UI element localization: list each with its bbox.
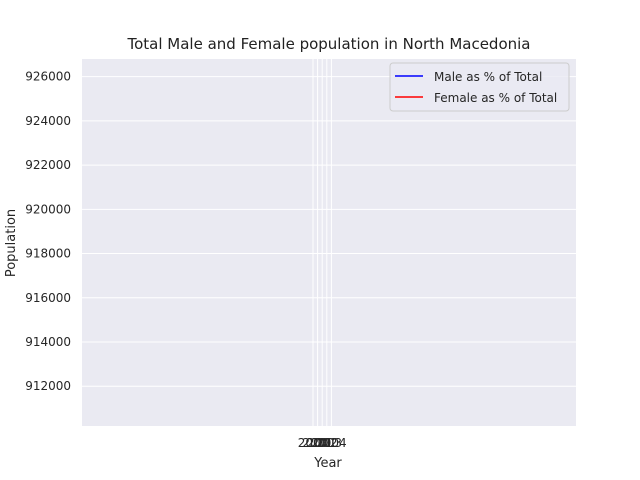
legend-label-male: Male as % of Total bbox=[434, 70, 542, 84]
y-tick-label: 920000 bbox=[25, 202, 71, 216]
x-tick-label: 2000 bbox=[298, 436, 329, 450]
y-tick-label: 918000 bbox=[25, 247, 71, 261]
x-tick-label: 2002 bbox=[307, 436, 338, 450]
y-tick-label: 914000 bbox=[25, 335, 71, 349]
y-tick-label: 922000 bbox=[25, 158, 71, 172]
x-axis-label: Year bbox=[313, 456, 342, 471]
legend-box bbox=[389, 62, 570, 112]
chart-title: Total Male and Female population in Nort… bbox=[126, 35, 530, 53]
x-tick-label: 2001 bbox=[302, 436, 333, 450]
y-tick-label: 916000 bbox=[25, 291, 71, 305]
legend: Male as % of Total Female as % of Total bbox=[389, 62, 570, 112]
y-tick-labels: 912000 914000 916000 918000 920000 922000 9240… bbox=[25, 70, 71, 394]
x-tick-label: 2003 bbox=[312, 436, 343, 450]
y-gridlines bbox=[82, 76, 576, 387]
y-axis-label: Population bbox=[4, 209, 19, 277]
y-tick-label: 926000 bbox=[25, 70, 71, 84]
y-tick-label: 924000 bbox=[25, 114, 71, 128]
x-tick-label: 2004 bbox=[316, 436, 347, 450]
plot-area bbox=[82, 59, 576, 426]
legend-label-female: Female as % of Total bbox=[434, 91, 557, 105]
x-gridlines bbox=[312, 59, 332, 426]
y-tick-label: 912000 bbox=[25, 379, 71, 393]
